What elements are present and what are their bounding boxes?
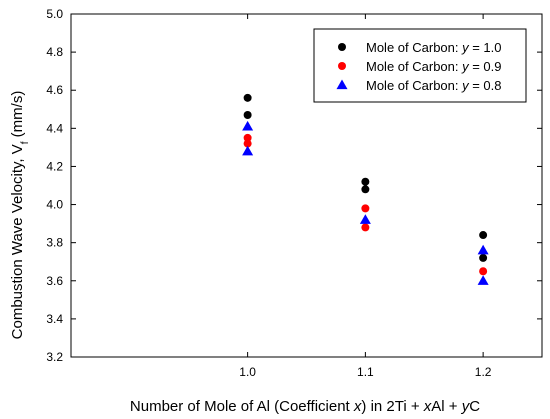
y-tick-label: 5.0 — [46, 7, 63, 21]
plot-area — [70, 13, 543, 358]
data-point — [479, 231, 488, 240]
data-point — [361, 185, 370, 194]
data-point — [479, 267, 488, 276]
y-tick-label: 4.2 — [46, 159, 63, 173]
legend-label: Mole of Carbon: y = 1.0 — [366, 40, 502, 55]
y-tick-label: 3.2 — [46, 350, 63, 364]
legend-box — [313, 28, 527, 103]
legend-label: Mole of Carbon: y = 0.8 — [366, 78, 502, 93]
data-point — [242, 120, 254, 131]
legend-marker — [338, 43, 346, 51]
legend-marker — [338, 62, 346, 70]
y-tick-label: 3.4 — [46, 312, 63, 326]
data-point — [361, 223, 370, 232]
data-point — [361, 204, 370, 213]
y-tick-label: 4.0 — [46, 198, 63, 212]
data-point — [477, 244, 489, 255]
data-point — [243, 139, 252, 148]
data-point — [361, 177, 370, 186]
data-point — [242, 145, 254, 156]
x-axis-label: Number of Mole of Al (Coefficient x) in … — [130, 398, 480, 415]
legend-marker — [336, 79, 348, 90]
x-tick-label: 1.0 — [239, 365, 256, 379]
data-point — [243, 133, 252, 142]
legend: Mole of Carbon: y = 1.0 Mole of Carbon: y… — [313, 28, 527, 103]
y-tick-label: 4.4 — [46, 121, 63, 135]
y-tick-label: 3.6 — [46, 274, 63, 288]
data-point — [477, 275, 489, 285]
data-point — [479, 253, 488, 262]
y-axis: 3.2 3.4 3.6 3.8 4.0 4.2 4.4 4.6 4.8 5.0 — [46, 7, 542, 364]
y-tick-label: 4.8 — [46, 45, 63, 59]
data-point — [243, 110, 252, 119]
x-tick-label: 1.1 — [357, 365, 374, 379]
data-point — [359, 214, 371, 224]
data-point — [243, 93, 252, 102]
y-tick-label: 3.8 — [46, 236, 63, 250]
y-tick-label: 4.6 — [46, 83, 63, 97]
y-axis-label: Combustion Wave Velocity, Vf (mm/s) — [9, 91, 31, 340]
data-points — [242, 93, 489, 285]
legend-label: Mole of Carbon: y = 0.9 — [366, 59, 502, 74]
x-tick-label: 1.2 — [475, 365, 492, 379]
x-axis: 1.0 1.1 1.2 — [239, 14, 492, 379]
